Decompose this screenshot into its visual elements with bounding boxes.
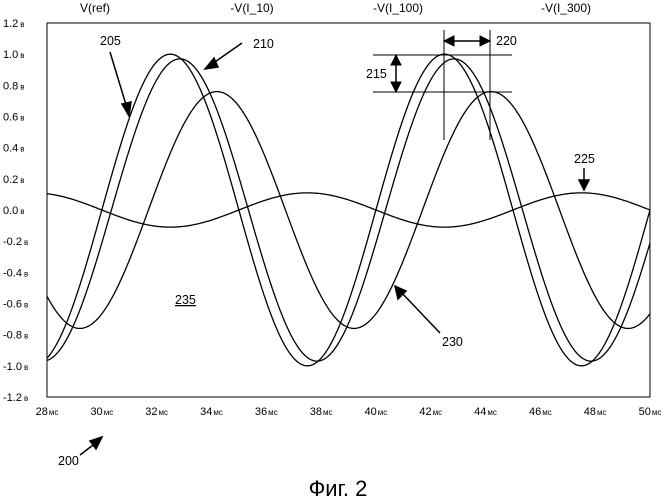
x-tick-label: 38мс xyxy=(310,406,333,418)
leader-200-arrowhead-icon xyxy=(90,437,102,449)
y-tick-label: 0.0в xyxy=(3,205,25,217)
y-tick-label: 1.2в xyxy=(3,18,25,30)
ref-label-205: 205 xyxy=(100,34,121,48)
x-tick-label: 48мс xyxy=(584,406,607,418)
leader-205 xyxy=(110,52,127,108)
x-tick-label: 44мс xyxy=(474,406,497,418)
ref-label-215: 215 xyxy=(366,67,387,81)
ref-label-225: 225 xyxy=(574,152,595,166)
legend-label-vref: V(ref) xyxy=(80,1,110,15)
y-tick-label: 0.6в xyxy=(3,112,25,124)
ref-label-230: 230 xyxy=(442,335,463,349)
amplitude-arrow-up-icon xyxy=(391,55,401,65)
legend-label-v-i100: -V(I_100) xyxy=(373,1,423,15)
ref-label-200: 200 xyxy=(58,454,79,468)
y-tick-label: 1.0в xyxy=(3,49,25,61)
leader-205-arrowhead-icon xyxy=(122,102,131,116)
y-tick-label: 0.2в xyxy=(3,174,25,186)
y-tick-label: -0.4в xyxy=(3,267,28,279)
y-tick-label: -0.6в xyxy=(3,299,28,311)
x-tick-label: 30мс xyxy=(90,406,113,418)
x-tick-label: 28мс xyxy=(36,406,59,418)
ref-label-235: 235 xyxy=(175,293,196,307)
y-tick-label: -1.2в xyxy=(3,392,28,404)
x-tick-label: 50мс xyxy=(639,406,662,418)
figure-caption: Фиг. 2 xyxy=(309,476,368,500)
x-tick-label: 36мс xyxy=(255,406,278,418)
legend-label-v-i300: -V(I_300) xyxy=(541,1,591,15)
ref-label-220: 220 xyxy=(496,34,517,48)
phase-arrow-left-icon xyxy=(444,36,454,46)
leader-225-arrowhead-icon xyxy=(579,180,589,190)
series-line-2 xyxy=(47,92,650,329)
y-axis-ticks: 1.2в 1.0в 0.8в 0.6в 0.4в 0.2в 0.0в -0.2в -0.4в -0… xyxy=(3,18,28,404)
y-tick-label: -1.0в xyxy=(3,361,28,373)
ref-label-210: 210 xyxy=(253,37,274,51)
y-tick-label: 0.4в xyxy=(3,143,25,155)
amplitude-arrow-down-icon xyxy=(391,82,401,92)
x-tick-label: 32мс xyxy=(145,406,168,418)
y-tick-label: -0.2в xyxy=(3,236,28,248)
leader-210 xyxy=(212,43,242,64)
leader-230 xyxy=(400,291,440,333)
x-tick-label: 42мс xyxy=(419,406,442,418)
x-tick-label: 40мс xyxy=(365,406,388,418)
x-tick-label: 34мс xyxy=(200,406,223,418)
leader-210-arrowhead-icon xyxy=(205,58,218,69)
leader-230-arrowhead-icon xyxy=(395,286,406,299)
legend-label-v-i10: -V(I_10) xyxy=(230,1,273,15)
measurement-marks xyxy=(373,30,512,140)
series-group xyxy=(47,54,650,366)
y-tick-label: 0.8в xyxy=(3,80,25,92)
phase-arrow-right-icon xyxy=(480,36,490,46)
x-axis-ticks: 28мс 30мс 32мс 34мс 36мс 38мс 40мс 42мс 44мс 46мс… xyxy=(36,406,662,418)
x-tick-label: 46мс xyxy=(529,406,552,418)
y-tick-label: -0.8в xyxy=(3,330,28,342)
